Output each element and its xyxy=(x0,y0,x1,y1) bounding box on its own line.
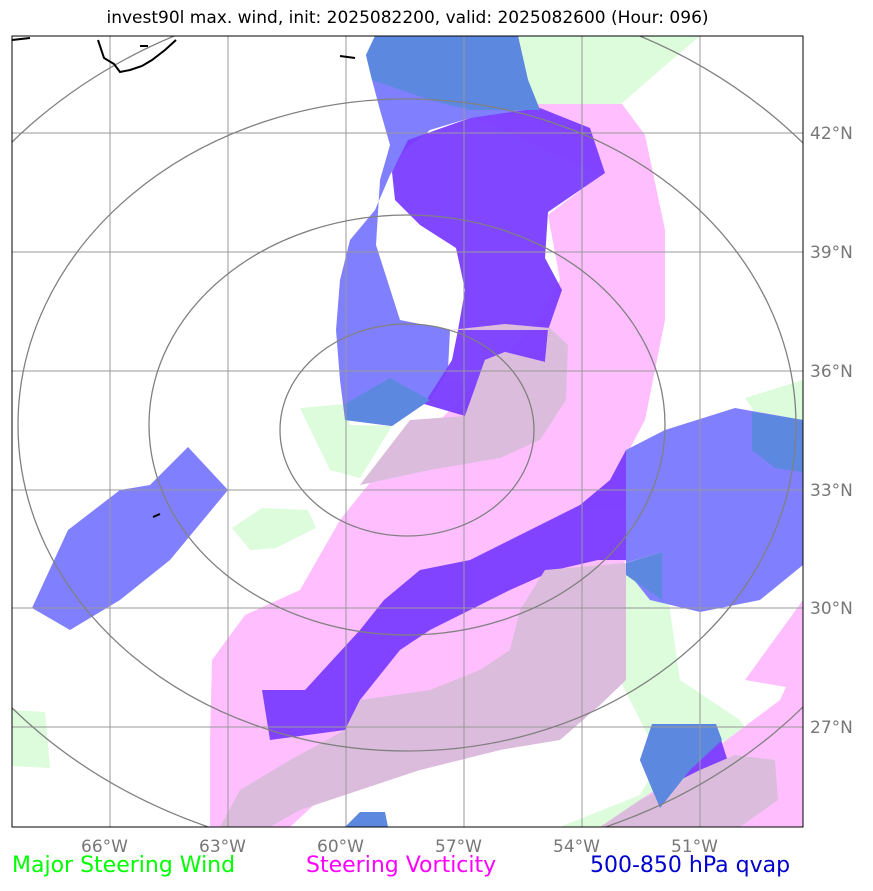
lat-tick-label: 33°N xyxy=(810,481,853,501)
lon-tick-labels: 66°W 63°W 60°W 57°W 54°W 51°W xyxy=(81,837,718,857)
range-rings xyxy=(12,36,803,827)
lon-tick-label: 51°W xyxy=(671,837,718,857)
legend-steering-vorticity: Steering Vorticity xyxy=(306,853,497,878)
lat-tick-label: 39°N xyxy=(810,243,853,263)
range-ring-1 xyxy=(279,323,535,537)
coastline xyxy=(12,37,356,518)
lon-tick-label: 57°W xyxy=(435,837,482,857)
range-ring-2 xyxy=(148,214,666,636)
lat-tick-label: 30°N xyxy=(810,599,853,619)
map-title: invest90l max. wind, init: 2025082200, v… xyxy=(106,8,709,28)
lat-tick-label: 27°N xyxy=(810,718,853,738)
legend-qvap: 500-850 hPa qvap xyxy=(590,853,791,878)
lat-tick-labels: 42°N 39°N 36°N 33°N 30°N 27°N xyxy=(810,124,853,738)
lat-tick-label: 42°N xyxy=(810,124,853,144)
lon-tick-label: 54°W xyxy=(553,837,600,857)
lon-tick-label: 63°W xyxy=(199,837,246,857)
lon-tick-label: 60°W xyxy=(317,837,364,857)
legend-steering-wind: Major Steering Wind xyxy=(12,853,236,878)
graticule xyxy=(12,36,803,827)
qvap-wind-overlap xyxy=(345,36,803,827)
lat-tick-label: 36°N xyxy=(810,362,853,382)
range-ring-3 xyxy=(17,98,797,752)
lon-tick-label: 66°W xyxy=(81,837,128,857)
